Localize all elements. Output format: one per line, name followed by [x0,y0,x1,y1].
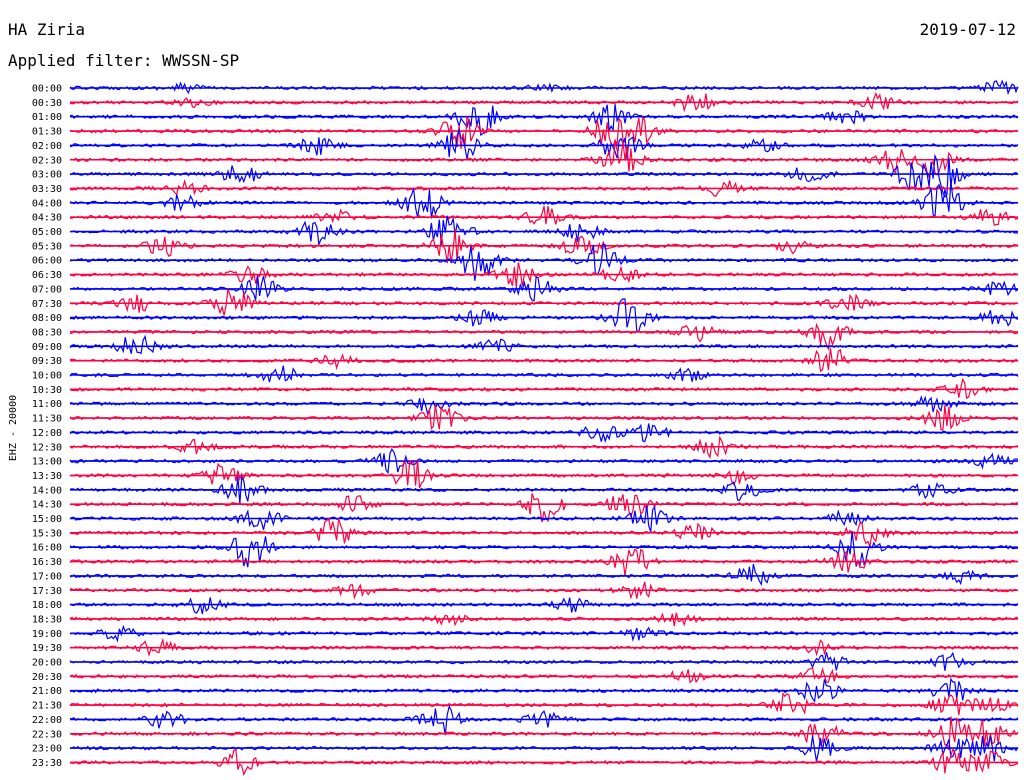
hour-label: 08:00 [32,313,62,324]
hour-label: 03:30 [32,184,62,195]
hour-label: 01:30 [32,127,62,138]
hour-label: 11:30 [32,414,62,425]
hour-label: 15:30 [32,528,62,539]
hour-label: 12:00 [32,428,62,439]
hour-label: 00:30 [32,98,62,109]
hour-label: 16:00 [32,543,62,554]
hour-label: 02:00 [32,141,62,152]
hour-label: 13:00 [32,457,62,468]
hour-label: 18:30 [32,614,62,625]
hour-label: 14:00 [32,485,62,496]
trace-line [69,493,1019,523]
hour-label: 23:30 [32,758,62,769]
hour-label: 01:00 [32,112,62,123]
hour-label: 06:30 [32,270,62,281]
hour-label: 09:00 [32,342,62,353]
hour-label: 02:30 [32,155,62,166]
filter-label: Applied filter: WWSSN-SP [8,51,240,70]
hour-label: 19:00 [32,629,62,640]
hour-label: 12:30 [32,442,62,453]
hour-label: 16:30 [32,557,62,568]
hour-label: 20:30 [32,672,62,683]
trace-line [69,205,1019,226]
hour-label: 21:30 [32,701,62,712]
trace-line [69,597,1019,615]
hour-label: 07:00 [32,284,62,295]
hour-label: 13:30 [32,471,62,482]
hour-label: 04:00 [32,198,62,209]
hour-label: 04:30 [32,213,62,224]
hour-label: 17:00 [32,571,62,582]
hour-label: 19:30 [32,643,62,654]
trace-line [69,624,1019,643]
seismic-traces [69,79,1019,777]
hour-label: 05:30 [32,241,62,252]
trace-line [69,79,1019,96]
hour-label: 18:00 [32,600,62,611]
hour-label: 20:00 [32,658,62,669]
hour-label: 00:00 [32,84,62,95]
hour-label: 22:30 [32,729,62,740]
trace-line [69,365,1019,383]
hour-label: 14:30 [32,500,62,511]
hour-label: 09:30 [32,356,62,367]
hour-label: 23:00 [32,744,62,755]
trace-line [69,288,1019,316]
trace-line [69,563,1019,587]
hour-label: 21:00 [32,686,62,697]
channel-label: EHZ - 20000 [8,395,19,461]
trace-line [69,348,1019,373]
hour-label: 08:30 [32,327,62,338]
trace-line [69,181,1019,219]
trace-line [69,459,1019,489]
hour-label: 10:30 [32,385,62,396]
hour-label: 22:00 [32,715,62,726]
trace-line [69,704,1019,736]
trace-line [69,395,1019,415]
hour-label: 10:00 [32,371,62,382]
hour-label: 15:00 [32,514,62,525]
hour-label: 07:30 [32,299,62,310]
hour-label: 06:00 [32,256,62,267]
hour-label: 05:00 [32,227,62,238]
trace-line [69,548,1019,576]
trace-line [69,215,1019,246]
trace-line [69,334,1019,355]
station-name: HA Ziria [8,20,86,39]
trace-line [69,667,1019,684]
hour-label: 03:00 [32,170,62,181]
record-date: 2019-07-12 [919,20,1016,39]
hour-label: 11:00 [32,399,62,410]
hour-label: 17:30 [32,586,62,597]
hour-labels: 00:00 00:30 01:00 01:30 02:00 02:30 03:00 03:30… [32,84,62,769]
